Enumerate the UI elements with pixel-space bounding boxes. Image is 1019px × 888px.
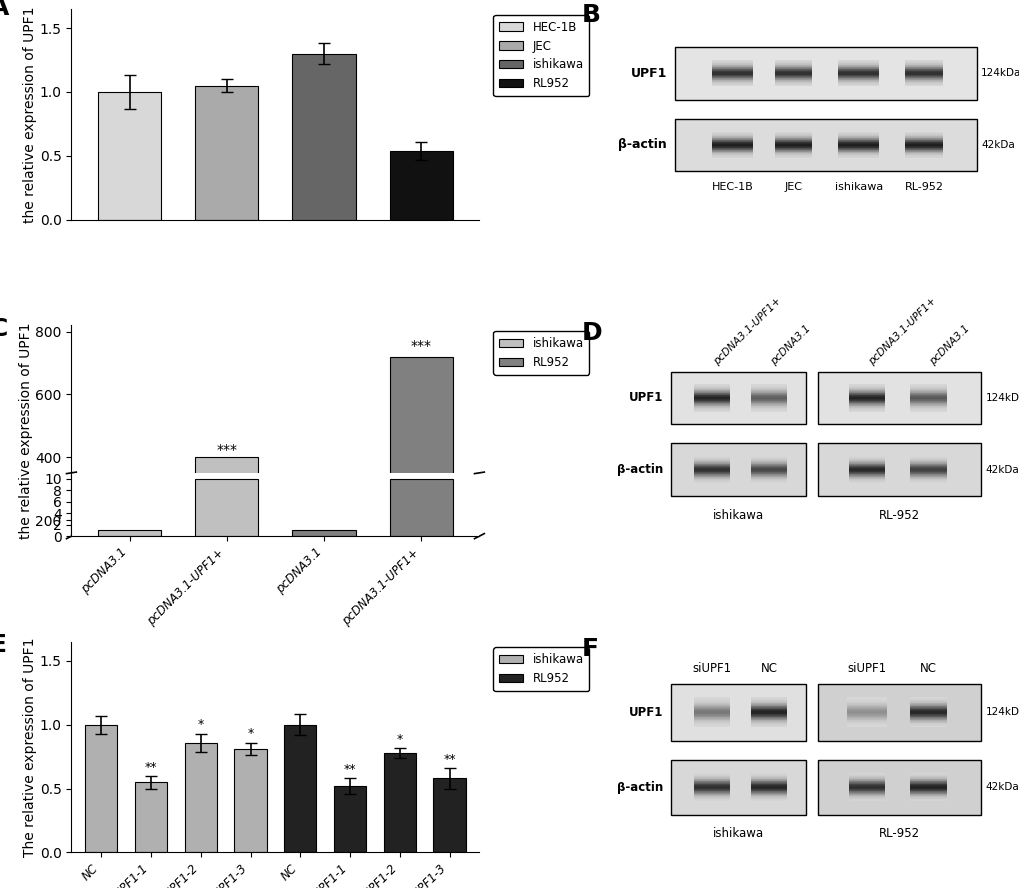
Text: 42kDa: 42kDa [984,782,1018,792]
Bar [671,759,805,814]
Text: **: ** [145,761,157,773]
Bar [389,151,452,219]
Legend: ishikawa, RL952: ishikawa, RL952 [493,331,589,375]
Text: A: A [0,0,9,20]
Text: siUPF1: siUPF1 [692,662,731,675]
Y-axis label: the relative expression of UPF1: the relative expression of UPF1 [18,322,33,539]
Text: β-actin: β-actin [616,464,662,476]
Bar [284,725,316,852]
Text: **: ** [343,763,356,776]
Bar [98,92,161,219]
Legend: HEC-1B, JEC, ishikawa, RL952: HEC-1B, JEC, ishikawa, RL952 [493,15,589,96]
Text: RL-952: RL-952 [878,509,919,522]
Bar [292,53,356,219]
Text: JEC: JEC [784,182,802,192]
Text: **: ** [443,753,455,766]
Text: NC: NC [919,662,935,675]
Bar [433,779,466,852]
Bar [817,443,980,496]
Bar [671,443,805,496]
Text: pcDNA3.1: pcDNA3.1 [768,324,812,368]
Text: 124kDa: 124kDa [984,393,1019,403]
Bar [671,371,805,424]
Y-axis label: the relative expression of UPF1: the relative expression of UPF1 [22,6,37,223]
Bar [195,457,258,583]
Text: ishikawa: ishikawa [712,827,763,840]
Bar [671,684,805,741]
Bar [135,782,167,852]
Text: *: * [396,733,403,746]
Text: siUPF1: siUPF1 [847,662,886,675]
Text: HEC-1B: HEC-1B [711,182,752,192]
Text: C: C [0,317,8,341]
Text: RL-952: RL-952 [878,827,919,840]
Text: *: * [198,718,204,732]
Text: RL-952: RL-952 [904,182,943,192]
Text: pcDNA3.1-UPF1+: pcDNA3.1-UPF1+ [711,297,783,368]
Text: ***: *** [216,443,237,457]
Text: pcDNA3.1-UPF1+: pcDNA3.1-UPF1+ [866,297,937,368]
Y-axis label: The relative expression of UPF1: The relative expression of UPF1 [22,638,37,857]
Text: 124kDa: 124kDa [984,707,1019,718]
Text: pcDNA3.1: pcDNA3.1 [927,324,971,368]
Text: 42kDa: 42kDa [984,464,1018,475]
Bar [675,47,976,99]
Bar [234,749,266,852]
Text: ***: *** [411,339,431,353]
Bar [675,119,976,171]
Bar [85,725,117,852]
Text: UPF1: UPF1 [630,67,666,80]
Text: E: E [0,633,7,657]
Text: *: * [248,727,254,741]
Bar [383,753,416,852]
Legend: ishikawa, RL952: ishikawa, RL952 [493,647,589,691]
Text: ishikawa: ishikawa [712,509,763,522]
Text: ishikawa: ishikawa [834,182,882,192]
Bar [195,85,258,219]
Text: F: F [581,638,598,662]
Text: UPF1: UPF1 [628,392,662,405]
Text: UPF1: UPF1 [628,706,662,718]
Bar [817,684,980,741]
Text: NC: NC [760,662,776,675]
Bar [817,759,980,814]
Text: D: D [581,321,601,345]
Bar [389,357,452,583]
Text: 124kDa: 124kDa [980,68,1019,78]
Bar [817,371,980,424]
Text: β-actin: β-actin [618,139,666,152]
Text: β-actin: β-actin [616,781,662,794]
Text: 42kDa: 42kDa [980,140,1014,150]
Bar [184,742,217,852]
Bar [333,786,366,852]
Text: B: B [581,3,600,27]
